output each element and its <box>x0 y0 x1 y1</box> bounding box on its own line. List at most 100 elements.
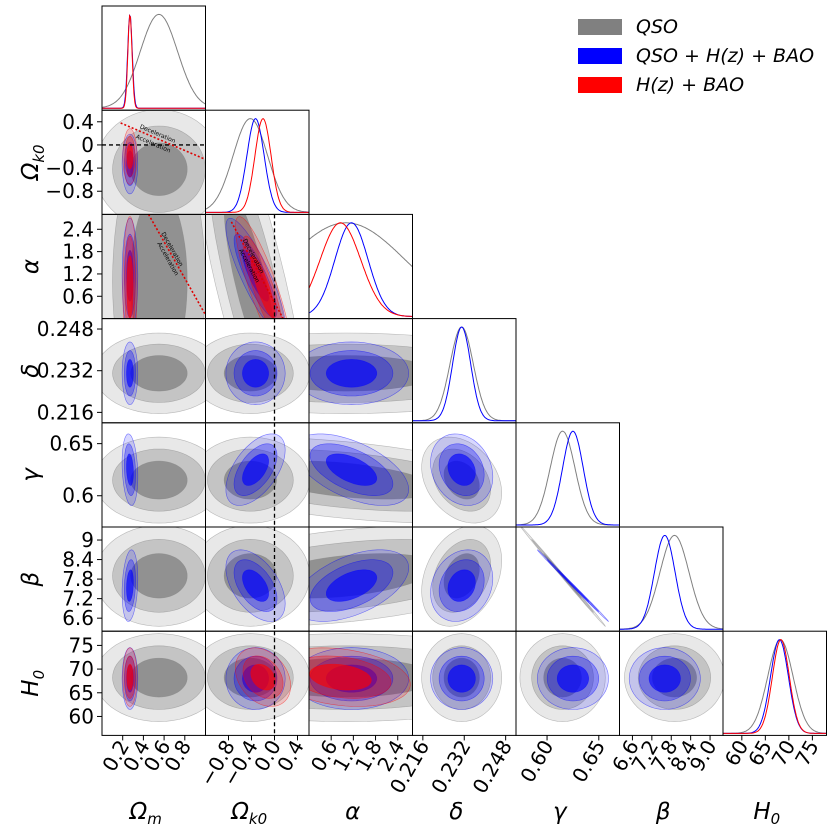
marginal-curve-QSO <box>516 430 620 526</box>
y-tick-label-alpha: 0.6 <box>62 284 94 308</box>
panel-frame <box>412 318 517 424</box>
panel-delta-vs-Omega_k0 <box>205 318 309 423</box>
panel-beta-vs-Omega_k0 <box>205 527 309 632</box>
y-axis-symbol: δ <box>18 364 44 378</box>
marginal-curve-QSO+H(z)+BAO <box>619 535 723 630</box>
y-tick-label-Omega_k0: −0.4 <box>45 156 94 180</box>
panel-H_0-vs-gamma <box>519 633 609 722</box>
contour-QSO+H(z)+BAO-level-1 <box>556 569 589 603</box>
contour-QSO+H(z)+BAO-level-1 <box>447 569 476 602</box>
marginal-curve-QSO+H(z)+BAO <box>723 639 827 734</box>
y-tick-label-Omega_k0: 0 <box>81 133 94 157</box>
x-axis-symbol: H <box>753 799 770 825</box>
y-tick-label-beta: 8.4 <box>62 548 94 572</box>
panel-frame <box>722 630 827 736</box>
panel-delta-vs-delta <box>412 326 516 422</box>
x-tick-label-gamma: 0.60 <box>515 736 558 787</box>
contour-QSO-level-1 <box>130 214 188 319</box>
legend-swatch-hz-bao <box>578 76 622 93</box>
y-axis-symbol: H <box>18 679 44 696</box>
marginal-curve-QSO+H(z)+BAO <box>205 118 309 213</box>
contour-QSO+H(z)+BAO-level-1 <box>325 453 378 486</box>
x-axis-label-alpha: α <box>345 799 360 825</box>
panel-gamma-vs-Omega_m <box>102 433 206 524</box>
y-axis-symbol: β <box>18 572 44 588</box>
contour-QSO+H(z)+BAO-level-1 <box>242 569 269 602</box>
contour-QSO+H(z)+BAO-level-1 <box>447 453 476 486</box>
legend-label-qso-hz-bao: QSO + H(z) + BAO <box>636 44 815 67</box>
contour-QSO-level-1 <box>130 460 188 500</box>
legend-label-qso: QSO <box>636 15 678 38</box>
y-tick-label-beta: 9 <box>81 528 94 552</box>
contour-H(z)+BAO-level-1 <box>250 255 276 319</box>
marginal-curve-QSO <box>412 326 516 422</box>
y-axis-symbol: γ <box>18 467 44 482</box>
x-axis-symbol: Ω <box>230 799 249 825</box>
x-tick-label-H_0: 75 <box>790 736 824 770</box>
x-axis-label-delta: δ <box>449 799 463 825</box>
panel-alpha-vs-alpha <box>309 222 413 317</box>
panel-H_0-vs-Omega_k0 <box>205 631 309 736</box>
y-tick-label-H_0: 65 <box>69 681 94 705</box>
y-tick-label-delta: 0.248 <box>37 317 94 341</box>
x-axis-symbol: γ <box>553 799 568 825</box>
y-axis-label-alpha: α <box>18 259 44 274</box>
contour-QSO+H(z)+BAO-level-1 <box>447 664 476 693</box>
marginal-curve-H(z)+BAO <box>309 222 413 317</box>
panel-beta-vs-gamma <box>520 527 609 627</box>
y-axis-label-gamma: γ <box>18 467 44 482</box>
x-axis-symbol: Ω <box>129 799 148 825</box>
y-axis-label-delta: δ <box>18 364 44 378</box>
x-tick-label-gamma: 0.65 <box>567 736 610 787</box>
legend-entry-qso-hz-bao: QSO + H(z) + BAO <box>578 41 814 70</box>
contour-QSO+H(z)+BAO-level-1 <box>648 664 681 693</box>
x-axis-subscript: k0 <box>249 810 267 828</box>
contour-QSO+H(z)+BAO-level-1 <box>326 569 378 602</box>
x-tick-label-delta: 0.248 <box>468 736 517 798</box>
panel-frame <box>101 5 206 111</box>
y-tick-label-beta: 7.8 <box>62 567 94 591</box>
x-axis-symbol: δ <box>449 799 463 825</box>
y-axis-label-Omega_k0: Ωk0 <box>18 144 48 181</box>
y-tick-label-gamma: 0.6 <box>62 484 94 508</box>
panel-gamma-vs-alpha <box>309 433 413 523</box>
y-tick-label-beta: 7.2 <box>62 587 94 611</box>
contour-QSO-level-1 <box>130 142 188 196</box>
x-axis-label-Omega_k0: Ωk0 <box>230 799 267 828</box>
y-axis-label-H_0: H0 <box>18 670 48 697</box>
x-tick-label-Omega_k0: 0.4 <box>272 736 309 776</box>
panel-beta-vs-delta <box>421 527 503 627</box>
contour-QSO+H(z)+BAO-level-1 <box>242 359 269 388</box>
contour-H(z)+BAO-level-1 <box>309 663 372 691</box>
x-axis-label-beta: β <box>655 799 671 825</box>
panel-gamma-vs-delta <box>421 433 503 524</box>
x-axis-subscript: m <box>147 810 162 828</box>
contour-QSO-level-1 <box>130 657 188 698</box>
contour-QSO+H(z)+BAO-level-1 <box>126 359 134 388</box>
panel-gamma-vs-gamma <box>516 430 620 526</box>
contour-QSO+H(z)+BAO-level-1 <box>556 664 590 693</box>
y-tick-label-H_0: 75 <box>69 633 94 657</box>
y-tick-label-H_0: 70 <box>69 657 94 681</box>
y-tick-label-gamma: 0.65 <box>49 432 94 456</box>
legend-swatch-qso-hz-bao <box>578 47 622 64</box>
marginal-curve-QSO+H(z)+BAO <box>516 430 620 526</box>
panel-H_0-vs-H_0 <box>723 639 827 734</box>
contour-QSO-level-1 <box>130 553 188 599</box>
marginal-curve-QSO <box>102 13 206 108</box>
contour-QSO+H(z)+BAO-level-1 <box>126 453 134 486</box>
deceleration-acceleration-boundary <box>147 214 206 316</box>
y-axis-subscript: 0 <box>30 670 48 680</box>
contour-H(z)+BAO-level-1 <box>126 255 134 319</box>
x-axis-label-H_0: H0 <box>753 799 780 828</box>
x-tick-label-delta: 0.232 <box>426 736 475 798</box>
marginal-curve-QSO+H(z)+BAO <box>309 222 413 317</box>
x-axis-subscript: 0 <box>771 810 781 828</box>
contour-QSO+H(z)+BAO-level-1 <box>126 569 134 602</box>
y-tick-label-delta: 0.232 <box>37 359 94 383</box>
panel-beta-vs-Omega_m <box>102 527 206 627</box>
y-tick-label-delta: 0.216 <box>37 400 94 424</box>
panel-H_0-vs-delta <box>421 633 503 722</box>
